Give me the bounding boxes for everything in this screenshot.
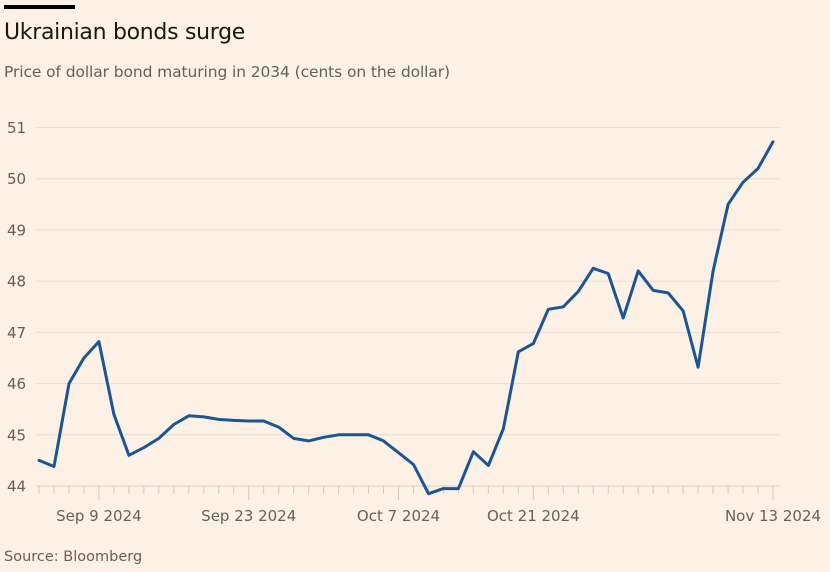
gridlines (36, 127, 780, 436)
y-tick-label: 46 (7, 375, 26, 393)
source-note: Source: Bloomberg (4, 549, 143, 565)
title-accent-bar (4, 5, 75, 9)
chart-subtitle: Price of dollar bond maturing in 2034 (c… (4, 63, 451, 81)
x-tick-label: Nov 13 2024 (725, 507, 821, 525)
y-axis-ticks: 44 45 46 47 48 49 50 51 (7, 119, 26, 496)
chart-title: Ukrainian bonds surge (4, 20, 246, 45)
y-tick-label: 50 (7, 170, 26, 188)
series-layer (37, 140, 775, 496)
x-axis: Sep 9 2024 Sep 23 2024 Oct 7 2024 Oct 21 20… (36, 485, 821, 525)
y-tick-label: 51 (7, 119, 26, 137)
series-line-bond-price (37, 140, 775, 496)
y-tick-label: 48 (7, 273, 26, 291)
y-tick-label: 44 (7, 478, 26, 496)
x-tick-label: Sep 9 2024 (56, 507, 142, 525)
x-tick-label: Oct 7 2024 (357, 507, 440, 525)
y-tick-label: 45 (7, 426, 26, 444)
y-tick-label: 49 (7, 221, 26, 239)
y-tick-label: 47 (7, 324, 26, 342)
x-tick-label: Oct 21 2024 (487, 507, 580, 525)
x-tick-label: Sep 23 2024 (201, 507, 296, 525)
